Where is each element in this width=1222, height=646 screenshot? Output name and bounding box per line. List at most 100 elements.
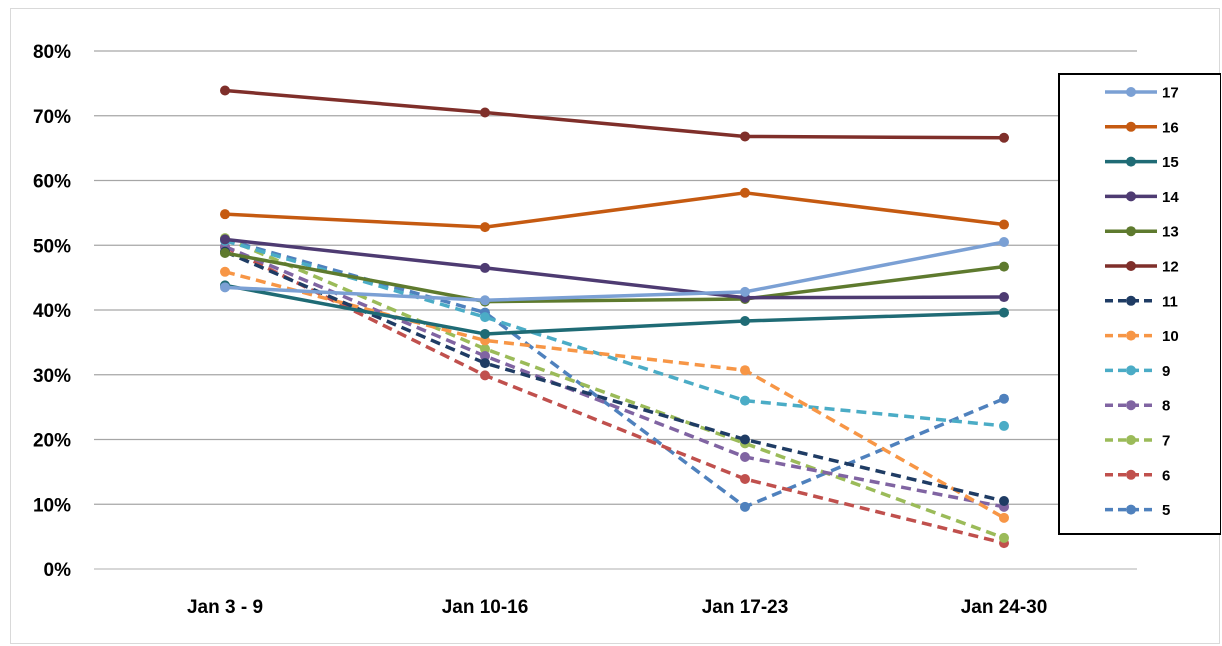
series-16: [220, 187, 1009, 233]
legend-marker: [1126, 469, 1136, 480]
data-point: [999, 532, 1009, 543]
data-point: [740, 286, 750, 297]
series-line: [223, 240, 1006, 303]
legend-marker: [1126, 435, 1136, 445]
data-point: [999, 496, 1009, 507]
legend-item: 9: [1105, 363, 1170, 380]
series-lines: [220, 85, 1009, 549]
legend-item: 12: [1105, 259, 1179, 276]
data-point: [480, 295, 490, 306]
data-point: [740, 316, 750, 327]
legend-item: 6: [1105, 467, 1170, 484]
series-line: [224, 270, 1005, 520]
data-point: [999, 261, 1009, 272]
data-point: [999, 512, 1009, 523]
data-point: [480, 262, 490, 273]
legend-box: [1058, 73, 1221, 535]
data-point: [480, 107, 490, 118]
legend-label: 15: [1162, 154, 1179, 171]
data-point: [740, 187, 750, 198]
x-tick-label: Jan 17-23: [702, 597, 789, 618]
legend-label: 12: [1162, 259, 1179, 276]
series-15: [220, 280, 1009, 339]
data-point: [220, 266, 230, 277]
data-point: [999, 307, 1009, 318]
chart-area: 0% 10% 20% 30% 40% 50% 60% 70% 80% Jan 3 - 9 Jan …: [10, 8, 1221, 644]
data-point: [999, 237, 1009, 248]
data-point: [480, 350, 490, 361]
data-point: [480, 328, 490, 339]
series-line: [224, 236, 1005, 540]
legend-marker: [1126, 330, 1136, 341]
y-tick-label: 80%: [33, 42, 71, 63]
legend-label: 8: [1162, 398, 1170, 415]
data-point: [480, 343, 490, 354]
series-line: [224, 239, 1005, 428]
series-12: [220, 85, 1009, 143]
data-point: [480, 222, 490, 233]
data-point: [480, 358, 490, 369]
y-tick-label: 0%: [44, 560, 72, 581]
line-chart: 0%10%20%30%40%50%60%70%80% Jan 3 - 9 Jan …: [33, 42, 1221, 618]
data-point: [999, 420, 1009, 431]
series-11: [220, 246, 1009, 507]
data-point: [999, 132, 1009, 143]
legend-marker: [1126, 295, 1136, 306]
legend-item: 5: [1105, 502, 1170, 519]
y-tick-label: 30%: [33, 366, 71, 387]
x-tick-label: Jan 10-16: [442, 597, 529, 618]
legend-marker: [1126, 226, 1136, 237]
legend-label: 5: [1162, 502, 1170, 519]
legend-label: 7: [1162, 433, 1170, 450]
legend-item: 17: [1105, 85, 1179, 102]
legend-marker: [1126, 156, 1136, 167]
series-line: [223, 237, 1006, 300]
data-point: [740, 365, 750, 376]
data-point: [740, 501, 750, 512]
legend-marker: [1126, 504, 1136, 515]
data-point: [740, 434, 750, 445]
data-point: [220, 282, 230, 293]
legend-label: 11: [1162, 293, 1178, 310]
data-point: [220, 85, 230, 96]
legend-label: 16: [1162, 119, 1179, 136]
data-point: [740, 473, 750, 484]
series-line: [224, 244, 1005, 509]
legend-item: 7: [1105, 433, 1170, 450]
data-point: [480, 312, 490, 323]
data-point: [740, 451, 750, 462]
gridlines: [94, 50, 1137, 570]
y-tick-label: 20%: [33, 431, 71, 452]
data-point: [220, 248, 230, 259]
series-line: [223, 191, 1006, 229]
legend-label: 6: [1162, 467, 1170, 484]
legend-marker: [1126, 400, 1136, 411]
data-point: [740, 395, 750, 406]
legend-label: 9: [1162, 363, 1170, 380]
legend-item: 11: [1105, 293, 1178, 310]
data-point: [999, 393, 1009, 404]
legend-label: 10: [1162, 328, 1179, 345]
legend-item: 10: [1105, 328, 1179, 345]
data-point: [480, 370, 490, 381]
legend-label: 17: [1162, 85, 1179, 102]
data-point: [220, 209, 230, 220]
legend: 17 16 15 14 13 12 11 10 9 8 7 6 5: [1058, 73, 1221, 535]
legend-item: 13: [1105, 224, 1179, 241]
legend-item: 14: [1105, 189, 1179, 206]
data-point: [999, 292, 1009, 303]
y-tick-label: 50%: [33, 236, 71, 257]
legend-marker: [1126, 121, 1136, 132]
series-17: [220, 237, 1009, 306]
y-axis-tick-labels: 0% 10% 20% 30% 40% 50% 60% 70% 80%: [33, 42, 71, 581]
legend-marker: [1126, 261, 1136, 271]
legend-marker: [1126, 191, 1136, 202]
data-point: [220, 234, 230, 245]
legend-marker: [1126, 87, 1136, 97]
x-tick-label: Jan 24-30: [961, 597, 1048, 618]
legend-item: 8: [1105, 398, 1170, 415]
series-line: [223, 283, 1006, 336]
legend-marker: [1126, 365, 1136, 376]
series-5: [220, 234, 1009, 512]
legend-item: 15: [1105, 154, 1179, 171]
